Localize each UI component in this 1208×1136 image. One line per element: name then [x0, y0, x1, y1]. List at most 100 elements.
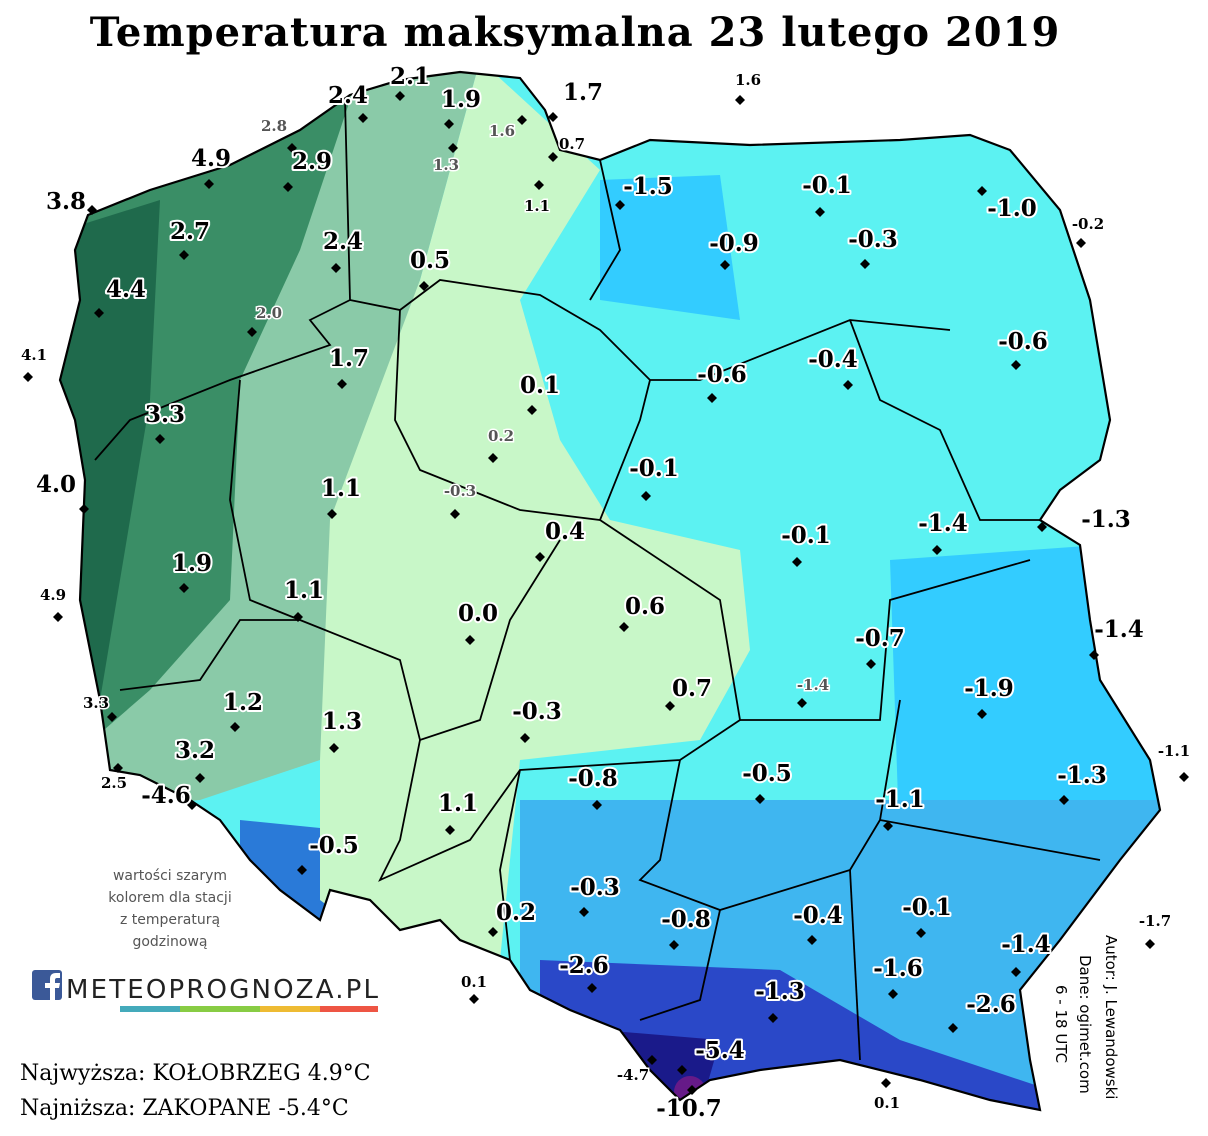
station-label: -1.4 [1001, 931, 1051, 958]
station-label: 1.9 [441, 86, 481, 113]
station-marker [331, 263, 341, 273]
station-marker [707, 393, 717, 403]
station-label: -0.1 [629, 455, 679, 482]
station-label: -0.9 [709, 230, 759, 257]
station-marker [916, 928, 926, 938]
station-label: 1.1 [524, 197, 550, 215]
station-marker [247, 327, 257, 337]
station-marker [107, 712, 117, 722]
station-label: 0.0 [458, 600, 498, 627]
station-marker [527, 405, 537, 415]
station-marker [329, 743, 339, 753]
station-label: 1.7 [563, 79, 603, 106]
station-label: -0.3 [512, 698, 562, 725]
station-label: 0.4 [545, 518, 585, 545]
station-label: 0.2 [488, 427, 514, 445]
station-marker [792, 557, 802, 567]
station-label: -5.4 [695, 1037, 745, 1064]
station-label: -0.3 [570, 874, 620, 901]
station-marker [79, 504, 89, 514]
station-marker [87, 205, 97, 215]
station-marker [1037, 522, 1047, 532]
station-label: 1.6 [735, 71, 761, 89]
station-label: -2.6 [966, 991, 1016, 1018]
station-marker [1011, 967, 1021, 977]
station-marker [1145, 939, 1155, 949]
station-marker [179, 583, 189, 593]
station-marker [669, 940, 679, 950]
station-marker [445, 825, 455, 835]
station-marker [866, 659, 876, 669]
map-title: Temperatura maksymalna 23 lutego 2019 [90, 9, 1061, 56]
station-label: 2.8 [261, 117, 287, 135]
station-marker [1179, 772, 1189, 782]
station-marker [195, 773, 205, 783]
station-label: -1.0 [987, 195, 1037, 222]
station-marker [465, 635, 475, 645]
station-label: 3.3 [83, 694, 109, 712]
station-label: -1.6 [873, 955, 923, 982]
station-label: 1.3 [433, 156, 459, 174]
station-marker [548, 152, 558, 162]
station-marker [358, 113, 368, 123]
station-label: 0.6 [625, 593, 665, 620]
station-label: -10.7 [656, 1095, 722, 1122]
station-label: -0.8 [568, 765, 618, 792]
station-marker [587, 983, 597, 993]
station-label: 2.4 [328, 82, 368, 109]
station-label: 1.1 [438, 790, 478, 817]
station-marker [768, 1013, 778, 1023]
station-marker [948, 1023, 958, 1033]
station-label: -0.2 [1072, 215, 1104, 233]
station-marker [579, 907, 589, 917]
station-marker [419, 281, 429, 291]
station-marker [204, 179, 214, 189]
station-marker [1059, 795, 1069, 805]
station-label: 1.6 [489, 122, 515, 140]
station-marker [860, 259, 870, 269]
credit: Autor: J. Lewandowski [1102, 935, 1120, 1099]
note: wartości szarym kolorem dla stacji z tem… [108, 868, 231, 950]
station-label: 2.4 [323, 228, 363, 255]
station-label: 3.2 [175, 737, 215, 764]
lowest: Najniższa: ZAKOPANE -5.4°C [20, 1096, 349, 1121]
logo-text: METEOPROGNOZA.PL [66, 975, 379, 1005]
station-label: -1.4 [797, 676, 829, 694]
station-marker [883, 821, 893, 831]
station-marker [647, 1055, 657, 1065]
station-marker [488, 453, 498, 463]
station-label: 2.5 [101, 774, 127, 792]
station-label: 3.3 [145, 401, 185, 428]
station-label: 0.1 [461, 973, 487, 991]
station-label: 0.7 [559, 135, 585, 153]
station-marker [337, 379, 347, 389]
station-label: -4.7 [617, 1066, 649, 1084]
station-marker [297, 865, 307, 875]
station-marker [448, 143, 458, 153]
credit: 6 - 18 UTC [1052, 985, 1070, 1063]
station-marker [687, 1085, 697, 1095]
station-marker [1011, 360, 1021, 370]
station-label: 0.7 [672, 675, 712, 702]
station-label: -0.3 [444, 482, 476, 500]
station-label: -1.3 [1057, 762, 1107, 789]
note-line: wartości szarym [113, 868, 227, 884]
station-marker [641, 491, 651, 501]
station-label: -1.1 [875, 786, 925, 813]
station-label: -0.4 [793, 902, 843, 929]
station-label: 0.5 [410, 247, 450, 274]
station-marker [53, 612, 63, 622]
station-label: 2.9 [292, 148, 332, 175]
station-marker [469, 994, 479, 1004]
station-marker [283, 182, 293, 192]
station-marker [1089, 650, 1099, 660]
station-label: 4.0 [36, 471, 76, 498]
station-marker [155, 434, 165, 444]
station-label: 4.9 [191, 145, 231, 172]
station-label: -1.1 [1158, 742, 1190, 760]
station-label: -1.4 [918, 510, 968, 537]
station-label: -0.3 [848, 226, 898, 253]
station-marker [735, 95, 745, 105]
